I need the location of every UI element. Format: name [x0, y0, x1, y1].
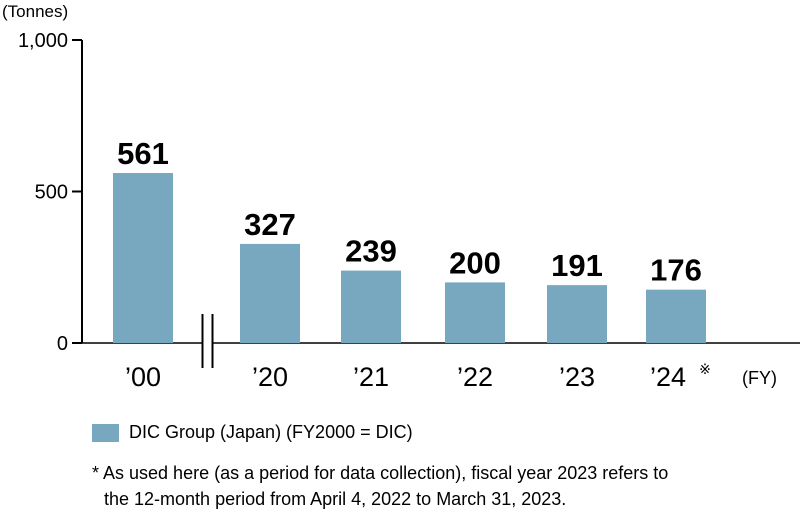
- y-axis-label: (Tonnes): [2, 2, 69, 21]
- x-tick-label: ’21: [353, 362, 389, 392]
- y-tick-label: 1,000: [18, 30, 68, 52]
- footnote-mark: ※: [699, 362, 711, 378]
- bar: [341, 270, 401, 343]
- bar: [240, 243, 300, 343]
- bar-value-label: 561: [117, 136, 169, 171]
- bar-value-label: 327: [244, 207, 296, 242]
- x-tick-label: ’22: [457, 362, 493, 392]
- bar-value-label: 191: [551, 248, 603, 283]
- x-tick-label: ’23: [559, 362, 595, 392]
- y-tick-label: 500: [35, 182, 68, 204]
- bar-value-label: 200: [449, 245, 501, 280]
- bar: [445, 282, 505, 343]
- bar: [646, 289, 706, 343]
- legend-swatch: [92, 423, 119, 442]
- footnote: * As used here (as a period for data col…: [92, 460, 792, 512]
- x-axis-unit: (FY): [742, 368, 777, 388]
- footnote-line-2: the 12-month period from April 4, 2022 t…: [104, 489, 567, 509]
- bar: [113, 173, 173, 343]
- bar: [547, 285, 607, 343]
- y-tick-label: 0: [57, 333, 68, 355]
- bar-value-label: 239: [345, 234, 397, 269]
- axis-break-gap: [202, 314, 213, 368]
- x-tick-label: ’20: [252, 362, 288, 392]
- x-tick-label: ’00: [125, 362, 161, 392]
- x-tick-label: ’24: [650, 362, 686, 392]
- legend-label: DIC Group (Japan) (FY2000 = DIC): [129, 422, 413, 442]
- footnote-line-1: * As used here (as a period for data col…: [92, 463, 669, 483]
- legend: DIC Group (Japan) (FY2000 = DIC): [92, 422, 413, 443]
- bar-value-label: 176: [650, 253, 702, 288]
